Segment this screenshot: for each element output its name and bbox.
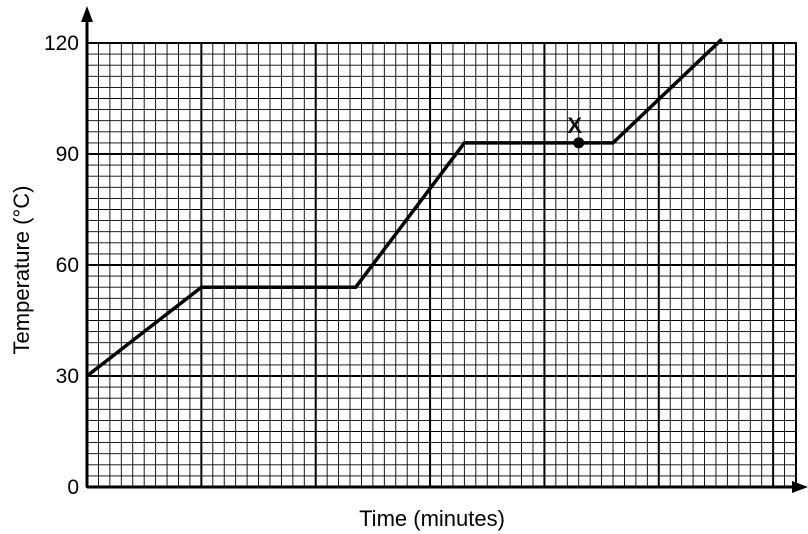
x-axis-arrow-icon — [792, 481, 808, 493]
y-tick-label: 60 — [56, 254, 79, 277]
grid — [86, 42, 797, 488]
annotations: X — [567, 113, 585, 149]
y-tick-label: 120 — [44, 32, 79, 55]
annotation-label: X — [567, 113, 582, 138]
series-line — [85, 38, 723, 378]
y-tick-label: 30 — [56, 365, 79, 388]
axes — [81, 6, 808, 493]
y-axis-arrow-icon — [81, 6, 93, 22]
y-axis-label: Temperature (°C) — [9, 186, 34, 355]
x-axis-label: Time (minutes) — [359, 506, 505, 531]
annotation-point — [573, 137, 585, 149]
y-tick-label: 0 — [67, 476, 79, 499]
y-tick-labels: 0 30 60 90 120 — [44, 32, 79, 499]
series — [85, 38, 723, 378]
y-tick-label: 90 — [56, 143, 79, 166]
